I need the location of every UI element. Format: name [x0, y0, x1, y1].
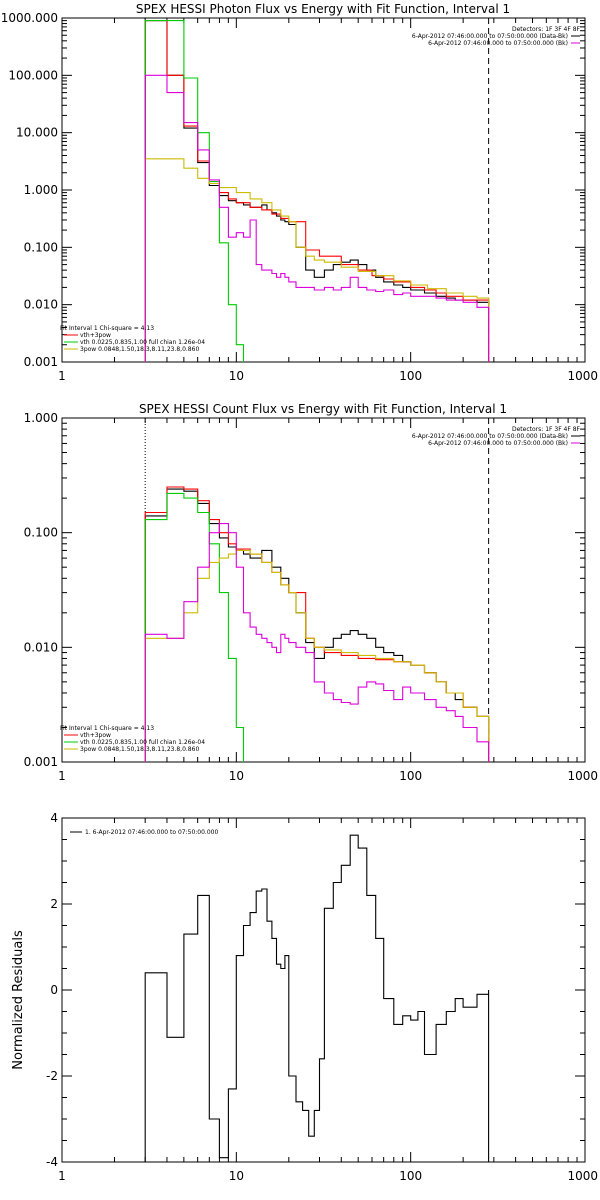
plot-frame — [61, 417, 586, 763]
x-tick-label: 1000 — [567, 1169, 598, 1183]
y-tick-label: -2 — [46, 1069, 58, 1083]
photon-flux-title: SPEX HESSI Photon Flux vs Energy with Fi… — [136, 2, 510, 16]
count-legend-detectors: Detectors: 1F 3F 4F 8F — [512, 426, 581, 433]
y-tick-label: 10.000 — [16, 126, 58, 140]
y-tick-label: 4 — [50, 811, 58, 825]
count-legend-3pow: 3pow 0.0848,1.50,18.3,8.11,23.8,0.860 — [80, 746, 199, 753]
series-line-3 — [144, 158, 490, 362]
x-tick-label: 10 — [229, 769, 244, 783]
residuals-plot-area: 1 10 100 1000 -4 -2 0 2 4 — [46, 811, 598, 1183]
photon-legend-data-bk: 6-Apr-2012 07:46:00.000 to 07:50:00.000 … — [412, 33, 568, 40]
photon-flux-plot-area: 1 10 100 1000 0.001 0.010 0.100 1.000 10.000 100.… — [1, 11, 598, 383]
y-tick-label: 2 — [50, 897, 58, 911]
x-tick-label: 10 — [229, 1169, 244, 1183]
x-tick-label: 1000 — [567, 369, 598, 383]
photon-legend-detectors: Detectors: 1F 3F 4F 8F — [512, 26, 581, 33]
count-legend-vth: vth 0.0225,0.835,1.00 full chian 1.26e-0… — [80, 739, 205, 746]
plot-frame — [61, 17, 586, 363]
residuals-ylabel: Normalized Residuals — [11, 930, 26, 1070]
photon-legend-vth: vth 0.0225,0.835,1.00 full chian 1.26e-0… — [80, 339, 205, 346]
y-tick-label: 0.100 — [24, 526, 58, 540]
count-flux-plot-area: 1 10 100 1000 0.001 0.010 0.100 1.000 — [24, 411, 598, 783]
photon-flux-panel: SPEX HESSI Photon Flux vs Energy with Fi… — [1, 2, 598, 383]
x-tick-label: 100 — [399, 369, 422, 383]
photon-legend-vth3pow: vth+3pow — [80, 332, 111, 339]
residuals-panel: 1 10 100 1000 -4 -2 0 2 4 Normalized Residuals 1… — [11, 811, 598, 1183]
series-line-1 — [144, 486, 490, 762]
photon-fit-interval: Fit Interval 1 Chi-square = 4.13 — [60, 325, 154, 332]
y-tick-label: 0.001 — [24, 755, 58, 769]
series-group — [144, 486, 490, 762]
y-tick-label: 1.000 — [24, 411, 58, 425]
count-flux-title: SPEX HESSI Count Flux vs Energy with Fit… — [139, 402, 507, 416]
series-line-3 — [144, 549, 490, 762]
y-tick-label: 1000.000 — [1, 11, 58, 25]
x-tick-label: 1 — [58, 1169, 66, 1183]
photon-legend-3pow: 3pow 0.0848,1.50,18.3,8.11,23.8,0.860 — [80, 346, 199, 353]
series-group — [144, 834, 490, 1162]
count-legend-vth3pow: vth+3pow — [80, 732, 111, 739]
y-tick-label: 0 — [50, 983, 58, 997]
count-legend-data-bk: 6-Apr-2012 07:46:00.000 to 07:50:00.000 … — [412, 433, 568, 440]
residuals-legend: 1. 6-Apr-2012 07:46:00.000 to 07:50:00.0… — [85, 829, 218, 836]
y-tick-label: 0.010 — [24, 640, 58, 654]
x-tick-label: 10 — [229, 369, 244, 383]
series-line-1 — [144, 20, 490, 362]
y-tick-label: -4 — [46, 1155, 58, 1169]
x-tick-label: 1 — [58, 769, 66, 783]
count-flux-panel: SPEX HESSI Count Flux vs Energy with Fit… — [24, 402, 598, 783]
series-line-2 — [144, 20, 245, 362]
y-tick-label: 0.100 — [24, 240, 58, 254]
series-line-0 — [144, 488, 490, 762]
plot-frame — [61, 817, 586, 1163]
y-tick-label: 0.010 — [24, 298, 58, 312]
series-group — [144, 20, 490, 362]
y-tick-label: 0.001 — [24, 355, 58, 369]
y-tick-label: 1.000 — [24, 183, 58, 197]
series-line-0 — [144, 834, 490, 1162]
series-line-4 — [144, 523, 490, 762]
count-fit-interval: Fit Interval 1 Chi-square = 4.13 — [60, 725, 154, 732]
series-line-4 — [144, 74, 490, 362]
x-tick-label: 1000 — [567, 769, 598, 783]
x-tick-label: 1 — [58, 369, 66, 383]
y-tick-label: 100.000 — [8, 68, 58, 82]
x-tick-label: 100 — [399, 1169, 422, 1183]
count-legend-bk: 6-Apr-2012 07:46:00.000 to 07:50:00.000 … — [428, 440, 568, 447]
series-line-0 — [144, 20, 490, 362]
photon-legend-bk: 6-Apr-2012 07:46:00.000 to 07:50:00.000 … — [428, 40, 568, 47]
x-tick-label: 100 — [399, 769, 422, 783]
